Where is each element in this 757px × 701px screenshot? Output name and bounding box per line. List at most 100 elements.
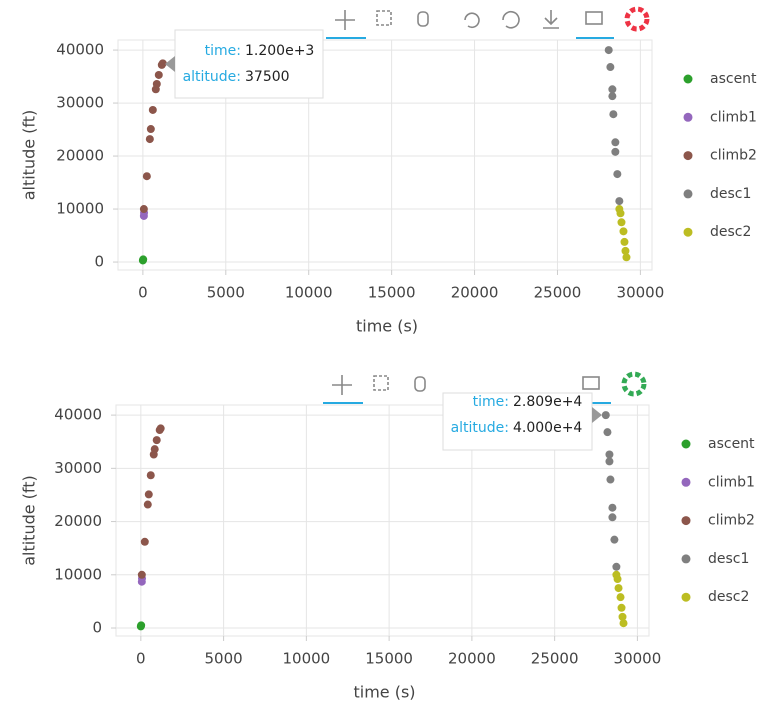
legend-label: climb2 [710,148,757,164]
x-tick-label: 0 [136,650,146,668]
tooltip-arrow [165,56,175,72]
y-tick-label: 30000 [56,94,104,112]
legend-swatch [683,227,693,237]
data-point [611,147,620,156]
wheel-zoom-tool[interactable] [417,11,429,27]
legend-label: desc1 [710,186,751,202]
data-point [622,253,631,262]
data-point [621,246,630,255]
x-axis-label: time (s) [353,683,415,701]
pan-tool[interactable] [332,375,352,395]
data-point [145,135,154,144]
data-point [146,125,155,134]
legend-swatch [681,477,691,487]
data-point [619,227,628,236]
x-axis-label: time (s) [356,317,418,336]
data-point [609,110,618,119]
data-point [620,237,629,246]
logo[interactable] [621,371,647,397]
plot-area [115,404,650,637]
legend-label: desc2 [708,589,749,605]
y-tick-label: 10000 [54,565,102,583]
legend-swatch [683,112,693,122]
chart: 0 5000 10000 15000 20000 25000 30000 0 10000 2000… [20,29,757,336]
x-tick-label: 20000 [448,650,496,668]
legend-swatch [681,439,691,449]
plot-area [117,39,653,271]
data-point [615,197,624,206]
y-tick-label: 10000 [56,200,104,218]
data-point [601,411,610,420]
data-point [608,503,617,512]
y-tick-label: 0 [92,619,102,637]
tooltip-key: altitude: [183,69,241,85]
legend-label: desc1 [708,551,749,567]
undo-tool[interactable] [464,12,480,29]
legend-swatch [683,74,693,84]
data-point [610,535,619,544]
y-tick-label: 20000 [54,512,102,530]
data-point [142,172,151,181]
y-axis-label: altitude (ft) [20,475,39,566]
data-point [618,612,627,621]
data-point [137,570,146,579]
wheel-zoom-tool[interactable] [414,376,426,392]
box-zoom-tool[interactable] [373,375,389,391]
x-tick-label: 20000 [451,284,499,302]
data-point [617,603,626,612]
legend-label: desc2 [710,224,751,240]
x-tick-label: 5000 [207,284,245,302]
data-point [144,490,153,499]
y-tick-label: 40000 [56,41,104,59]
data-point [604,46,613,55]
save-tool[interactable] [543,10,559,29]
toolbar [326,6,650,39]
y-tick-label: 30000 [54,459,102,477]
data-point [605,457,614,466]
data-point [616,209,625,218]
tooltip-key: time: [473,394,509,410]
pan-tool[interactable] [335,10,355,30]
data-point [148,105,157,114]
tooltip-value: 37500 [245,69,290,85]
box-zoom-tool[interactable] [376,10,392,26]
x-tick-label: 15000 [368,284,416,302]
data-point [611,138,620,147]
data-point [613,170,622,179]
data-point [143,500,152,509]
data-point [612,562,621,571]
legend-swatch [683,189,693,199]
data-point [140,537,149,546]
data-point [139,205,148,214]
x-tick-label: 25000 [531,650,579,668]
y-tick-label: 40000 [54,406,102,424]
legend-label: climb2 [708,513,755,529]
data-point [146,471,155,480]
y-tick-label: 20000 [56,147,104,165]
chart: 0 5000 10000 15000 20000 25000 30000 0 10000 2000… [20,392,755,701]
x-tick-label: 30000 [614,650,662,668]
data-point [606,475,615,484]
x-tick-label: 5000 [204,650,242,668]
data-point [608,85,617,94]
x-tick-label: 15000 [365,650,413,668]
y-tick-label: 0 [94,253,104,271]
hover-tool[interactable] [582,376,600,390]
reset-tool[interactable] [502,10,520,29]
legend-label: ascent [708,436,755,452]
tooltip-value: 2.809e+4 [513,394,582,410]
data-point [605,450,614,459]
hover-tool[interactable] [585,11,603,25]
data-point [613,575,622,584]
data-point [608,92,617,101]
x-tick-label: 0 [138,284,148,302]
x-tick-label: 10000 [285,284,333,302]
data-point [614,584,623,593]
data-point [158,59,167,68]
logo[interactable] [624,6,650,32]
data-point [152,79,161,88]
data-point [616,593,625,602]
